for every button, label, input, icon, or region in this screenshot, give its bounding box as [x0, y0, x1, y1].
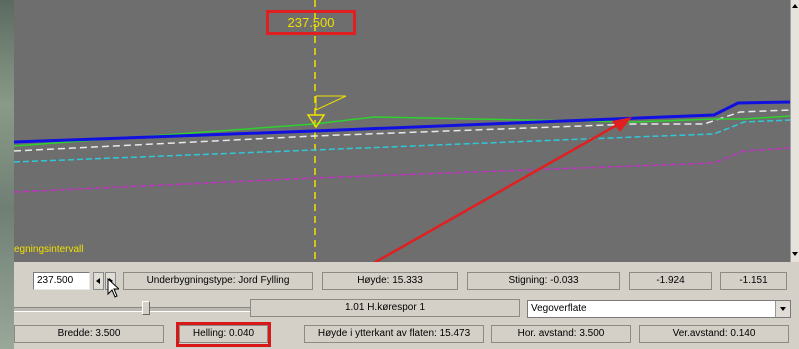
- vertical-scrollbar[interactable]: [790, 0, 799, 262]
- hor-avstand-field: Hor. avstand: 3.500: [491, 325, 631, 343]
- value-field-1: -1.924: [629, 272, 712, 290]
- green-line: [14, 115, 790, 147]
- magenta-dashed-line: [14, 147, 790, 193]
- station-input[interactable]: 237.500: [33, 272, 90, 290]
- properties-panel: 237.500 Underbygningstype: Jord Fylling …: [14, 262, 799, 349]
- annotation-arrowhead: [612, 117, 632, 132]
- hoyde-ytterkant-field: Høyde i ytterkant av flaten: 15.473: [304, 325, 484, 343]
- value-field-2: -1.151: [720, 272, 787, 290]
- lane-field: 1.01 H.kørespor 1: [250, 299, 520, 317]
- hoyde-field: Høyde: 15.333: [322, 272, 458, 290]
- surface-select[interactable]: Vegoverflate: [527, 300, 791, 318]
- profile-drawing: [14, 0, 790, 262]
- station-decrement-button[interactable]: [93, 272, 104, 290]
- marker-elbow: [315, 95, 347, 111]
- underbygningstype-field: Underbygningstype: Jord Fylling: [123, 272, 313, 290]
- slider-thumb[interactable]: [142, 301, 150, 315]
- arrow-left-icon: [96, 278, 100, 284]
- ver-avstand-field: Ver.avstand: 0.140: [639, 325, 789, 343]
- background-map-strip: [0, 0, 14, 349]
- helling-field: Helling: 0.040: [179, 325, 268, 343]
- interval-label: egningsintervall: [14, 244, 84, 255]
- station-value-label: 237.500: [266, 10, 356, 35]
- chevron-down-icon: [780, 307, 786, 311]
- arrow-right-icon: [109, 278, 113, 284]
- white-dashed-line: [14, 109, 790, 152]
- annotation-arrow-line: [373, 119, 625, 262]
- mouse-cursor-icon: [107, 278, 119, 298]
- dropdown-button[interactable]: [775, 301, 790, 317]
- cyan-dashed-line: [14, 119, 790, 163]
- surface-select-value: Vegoverflate: [531, 303, 587, 314]
- station-marker-triangle: [306, 114, 326, 129]
- bredde-field: Bredde: 3.500: [14, 325, 164, 343]
- scroll-down-icon[interactable]: [792, 252, 798, 256]
- stigning-field: Stigning: -0.033: [467, 272, 620, 290]
- scroll-up-icon[interactable]: [792, 4, 798, 8]
- cross-section-canvas[interactable]: 237.500 egningsintervall: [14, 0, 790, 262]
- blue-road-surface-line: [14, 100, 790, 144]
- helling-highlight-box: [176, 322, 271, 347]
- slider-track[interactable]: [14, 307, 250, 312]
